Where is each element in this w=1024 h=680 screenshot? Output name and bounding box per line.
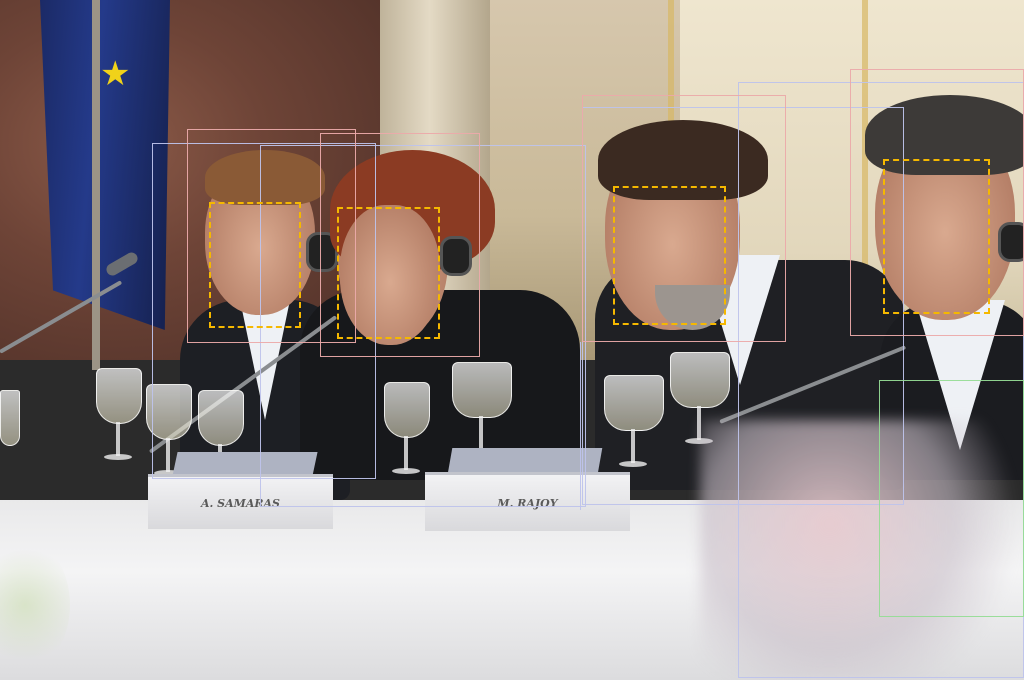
hair (865, 95, 1024, 175)
lens-flare (0, 540, 70, 670)
eu-flag (40, 0, 170, 330)
wine-glass (96, 368, 142, 468)
wine-glass (452, 362, 512, 462)
wine-glass (604, 375, 664, 475)
flagpole (92, 0, 100, 370)
wine-glass (384, 382, 430, 482)
face (340, 205, 440, 345)
wine-glass (198, 390, 244, 490)
flag-star-icon: ★ (100, 54, 131, 94)
name-card-text: M. RAJOY (497, 496, 558, 510)
wine-glass (0, 390, 20, 490)
wine-glass (146, 384, 192, 484)
headset-icon (998, 222, 1024, 262)
hair (598, 120, 768, 200)
flower-arrangement (700, 420, 1024, 680)
name-card-samaras: A. SAMARAS (148, 474, 333, 529)
wine-glass (670, 352, 730, 452)
headset-icon (440, 236, 472, 276)
name-card-top (172, 452, 318, 476)
name-card-top (447, 448, 603, 474)
name-card-rajoy: M. RAJOY (425, 472, 630, 531)
name-card-text: A. SAMARAS (200, 496, 280, 510)
hair (205, 150, 325, 205)
